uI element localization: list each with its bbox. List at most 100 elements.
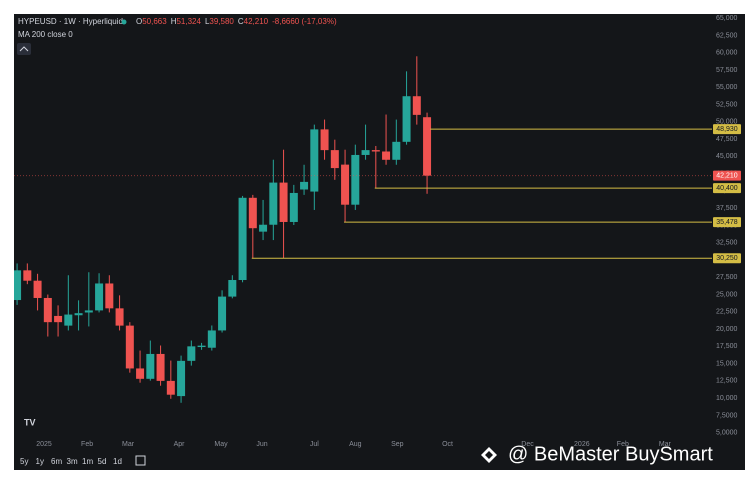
level-label: 48,930 bbox=[716, 126, 738, 133]
x-tick-label: Feb bbox=[81, 441, 93, 448]
candle-body bbox=[166, 380, 175, 395]
candle-body bbox=[402, 96, 411, 142]
x-tick-label: Sep bbox=[391, 441, 404, 448]
watermark-text: @ BeMaster BuySmart bbox=[508, 443, 713, 465]
candle-body bbox=[361, 150, 370, 155]
candle-body bbox=[371, 150, 380, 152]
y-tick-label: 47,500 bbox=[716, 136, 738, 143]
indicator: MA 200 close 0 bbox=[18, 30, 73, 39]
y-tick-label: 25,000 bbox=[716, 291, 738, 298]
ohlc-value: 39,580 bbox=[209, 17, 234, 26]
ohlc-value: 50,663 bbox=[142, 17, 167, 26]
x-tick-label: Mar bbox=[122, 441, 135, 448]
candle-body bbox=[382, 151, 391, 160]
level-badge bbox=[713, 124, 741, 135]
candle-body bbox=[248, 197, 257, 229]
x-tick-label: May bbox=[214, 441, 228, 448]
candle-body bbox=[228, 280, 237, 297]
candle-body bbox=[423, 117, 432, 176]
x-tick-label: Dec bbox=[521, 441, 534, 448]
price-axis: 5,0000 7,5000 10,000 12,500 15,000 17,500 20,0… bbox=[713, 15, 741, 437]
level-badge bbox=[713, 253, 741, 264]
ohlc-key: C bbox=[238, 17, 244, 26]
candle-body bbox=[14, 270, 22, 301]
candle-body bbox=[64, 314, 73, 326]
y-tick-label: 55,000 bbox=[716, 84, 738, 91]
y-tick-label: 65,000 bbox=[716, 15, 738, 22]
ohlc-key: O bbox=[136, 17, 142, 26]
candle-body bbox=[136, 368, 145, 379]
candle-body bbox=[95, 283, 104, 311]
candle-body bbox=[177, 360, 186, 397]
y-tick-label: 45,000 bbox=[716, 153, 738, 160]
candle-body bbox=[269, 182, 278, 225]
watermark: @ BeMaster BuySmart bbox=[481, 443, 713, 465]
symbol: HYPEUSD · 1W · Hyperliquid bbox=[18, 17, 123, 26]
candle-body bbox=[125, 325, 134, 369]
candle-body bbox=[54, 315, 63, 323]
ohlc-key: H bbox=[171, 17, 177, 26]
range-button[interactable]: 6m bbox=[51, 457, 62, 466]
candle-body bbox=[156, 353, 165, 381]
y-tick-label: 5,0000 bbox=[716, 430, 738, 437]
y-tick-label: 62,500 bbox=[716, 32, 738, 39]
y-tick-label: 10,000 bbox=[716, 395, 738, 402]
level-label: 40,400 bbox=[716, 185, 738, 192]
candle-body bbox=[207, 330, 216, 348]
range-button[interactable]: 5y bbox=[20, 457, 28, 466]
tv-logo: TV bbox=[24, 417, 36, 427]
x-tick-label: 2026 bbox=[574, 441, 590, 448]
ohlc-value: 51,324 bbox=[176, 17, 201, 26]
range-button[interactable]: 1d bbox=[113, 457, 122, 466]
range-button[interactable]: 3m bbox=[67, 457, 78, 466]
x-tick-label: Jul bbox=[310, 441, 319, 448]
range-button[interactable]: 1y bbox=[36, 457, 44, 466]
x-tick-label: Apr bbox=[174, 441, 186, 448]
range-toolbar: 5y 1y 6m 3m 1m 5d 1d bbox=[20, 457, 122, 466]
candle-body bbox=[351, 154, 360, 205]
candle-body bbox=[320, 129, 329, 151]
candle-body bbox=[330, 150, 339, 169]
candle-body bbox=[84, 310, 93, 313]
x-tick-label: Mar bbox=[659, 441, 672, 448]
ohlc-key: L bbox=[205, 17, 210, 26]
watermark-logo bbox=[481, 447, 497, 463]
collapse-icon bbox=[19, 46, 29, 52]
y-tick-label: 17,500 bbox=[716, 343, 738, 350]
collapse-button[interactable] bbox=[17, 43, 31, 55]
x-tick-label: Feb bbox=[617, 441, 629, 448]
y-tick-label: 50,000 bbox=[716, 119, 738, 126]
x-tick-label: Oct bbox=[442, 441, 453, 448]
range-button[interactable]: 1m bbox=[82, 457, 93, 466]
y-tick-label: 22,500 bbox=[716, 309, 738, 316]
last-price-label: 42,210 bbox=[716, 172, 738, 179]
last-price-badge bbox=[713, 170, 741, 181]
candle-body bbox=[279, 182, 288, 222]
y-tick-label: 27,500 bbox=[716, 274, 738, 281]
candle-body bbox=[412, 96, 421, 115]
candle-body bbox=[115, 308, 124, 326]
candle-body bbox=[238, 197, 247, 281]
level-badge bbox=[713, 183, 741, 194]
x-tick-label: Jun bbox=[256, 441, 267, 448]
change: -8,6660 (-17,03%) bbox=[272, 17, 337, 26]
candle-body bbox=[33, 280, 42, 298]
candle-body bbox=[43, 297, 52, 323]
candle-body bbox=[289, 192, 298, 222]
y-tick-label: 12,500 bbox=[716, 378, 738, 385]
y-tick-label: 57,500 bbox=[716, 67, 738, 74]
status-dot bbox=[121, 19, 127, 25]
y-tick-label: 37,500 bbox=[716, 205, 738, 212]
y-tick-label: 7,5000 bbox=[716, 412, 738, 419]
range-button[interactable]: 5d bbox=[98, 457, 107, 466]
candle-body bbox=[310, 129, 319, 192]
candle-body bbox=[23, 270, 32, 281]
calendar-icon[interactable] bbox=[135, 455, 146, 466]
candle-body bbox=[74, 313, 83, 316]
y-tick-label: 32,500 bbox=[716, 240, 738, 247]
candle-body bbox=[197, 345, 206, 348]
candle-body bbox=[105, 283, 114, 309]
level-label: 35,478 bbox=[716, 219, 738, 226]
candle-body bbox=[146, 353, 155, 379]
